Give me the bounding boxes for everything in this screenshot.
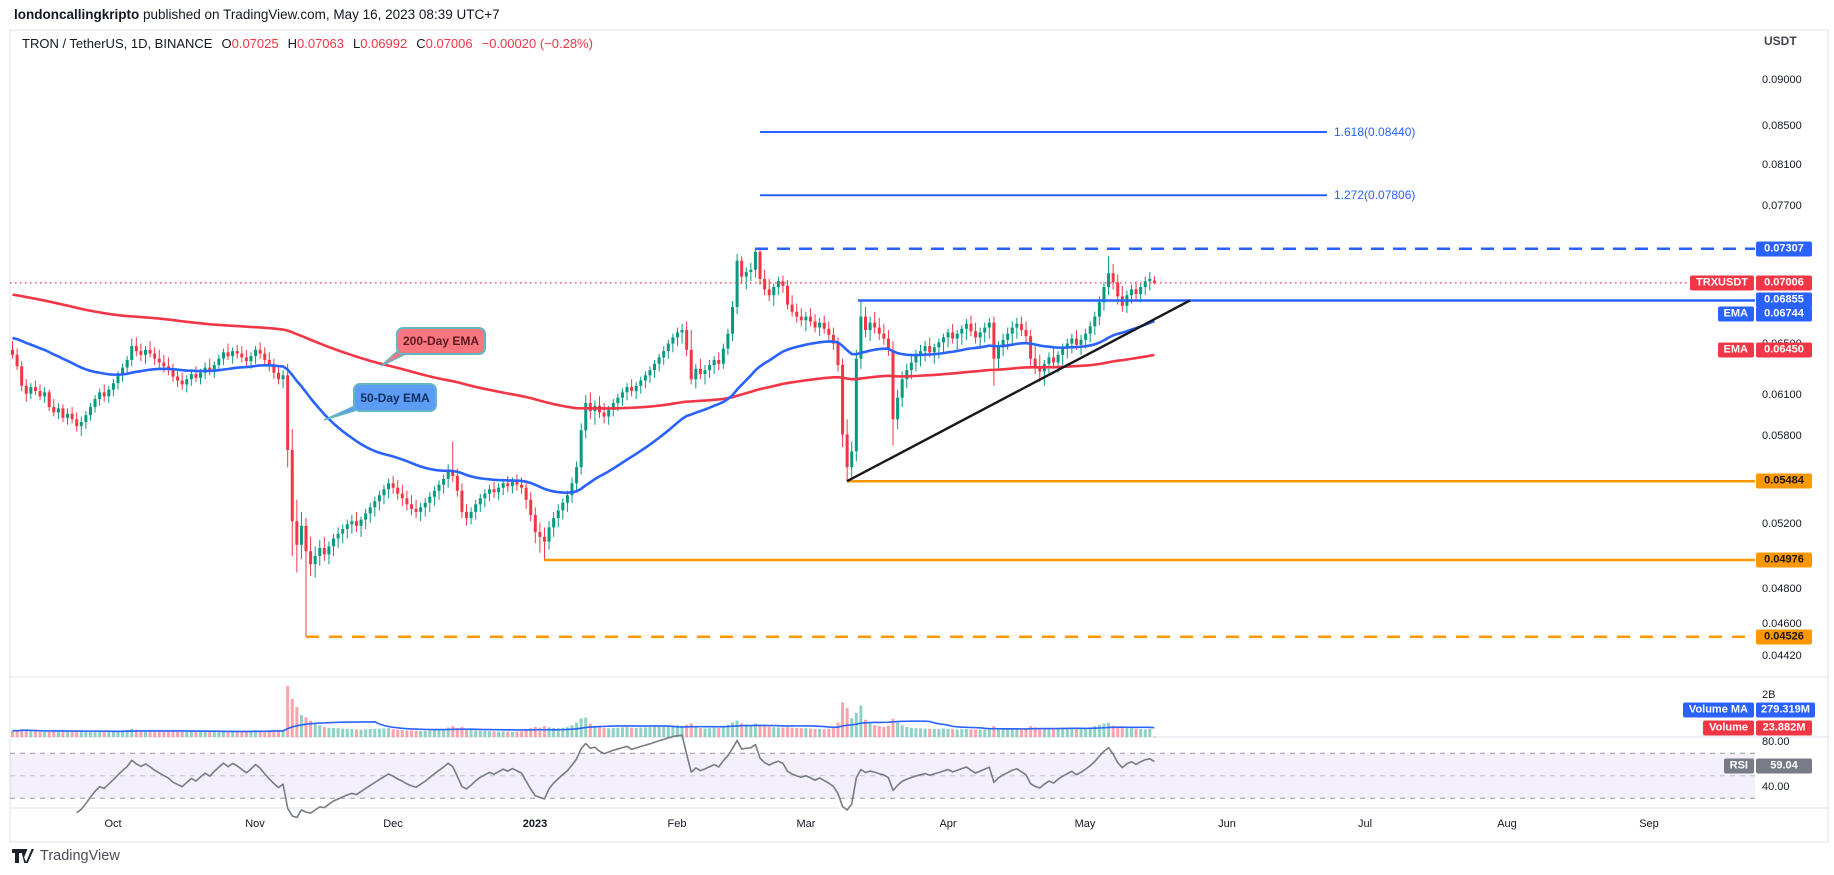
author-username[interactable]: londoncallingkripto [14,7,140,22]
price-tick-label: 0.08500 [1762,120,1802,133]
fib-level-label[interactable]: 1.618(0.08440) [1334,125,1416,140]
price-tick-label: 0.04800 [1762,583,1802,596]
ohlc-close: C0.07006 [416,36,473,51]
change-value: −0.00020 (−0.28%) [481,36,593,51]
ohlc-low: L0.06992 [353,36,408,51]
time-axis-label[interactable]: Sep [1639,818,1659,830]
price-tick-label: 0.08100 [1762,159,1802,172]
price-tick-label: 0.07700 [1762,200,1802,213]
ohlc-high: H0.07063 [287,36,344,51]
axis-tag-name[interactable]: Volume MA [1682,702,1754,718]
tradingview-logo[interactable]: TradingView [12,848,120,864]
time-axis-label[interactable]: Aug [1497,818,1517,830]
price-tick-label: 0.04600 [1762,617,1802,630]
indicator-tick-label: 2B [1762,689,1776,701]
axis-tag-value[interactable]: 0.05484 [1756,473,1812,489]
axis-tag-value[interactable]: 0.04526 [1756,629,1812,645]
time-axis-label[interactable]: Dec [383,818,403,830]
axis-tag-name[interactable]: Volume [1703,720,1754,736]
price-tick-label: 0.05200 [1762,518,1802,531]
axis-tag-value[interactable]: 279.319M [1756,702,1815,718]
indicator-tick-label: 80.00 [1762,736,1790,748]
time-axis-label[interactable]: 2023 [522,818,548,830]
axis-tag-value[interactable]: 0.06744 [1756,306,1812,322]
time-axis-label[interactable]: Apr [939,818,957,830]
price-tick-label: 0.09000 [1762,74,1802,86]
time-axis-label[interactable]: Feb [667,818,687,830]
indicator-tick-label: 40.00 [1762,781,1790,793]
price-tick-label: 0.04420 [1762,649,1802,662]
time-axis-label[interactable]: Mar [796,818,816,830]
axis-tag-value[interactable]: 0.04976 [1756,552,1812,568]
symbol-title[interactable]: TRON / TetherUS, 1D, BINANCE [22,36,213,51]
axis-tag-value[interactable]: 0.06855 [1756,292,1812,308]
ohlc-open: O0.07025 [221,36,279,51]
ema200-callout[interactable]: 200-Day EMA [396,327,486,355]
axis-tag-value[interactable]: 0.07006 [1756,275,1812,291]
axis-tag-value[interactable]: 23.882M [1756,720,1812,736]
price-axis-currency: USDT [1764,34,1797,48]
axis-tag-name[interactable]: EMA [1717,306,1754,322]
time-axis-label[interactable]: Oct [104,818,122,830]
axis-tag-value[interactable]: 0.06450 [1756,342,1812,358]
time-axis-label[interactable]: May [1074,818,1096,830]
price-tick-label: 0.05800 [1762,429,1802,442]
attribution-text: published on TradingView.com, May 16, 20… [139,7,500,22]
attribution-line: londoncallingkripto published on Trading… [14,7,500,22]
ema50-callout[interactable]: 50-Day EMA [353,383,437,412]
axis-tag-name[interactable]: RSI [1723,758,1754,774]
symbol-header: TRON / TetherUS, 1D, BINANCE O0.07025 H0… [22,36,593,51]
price-tick-label: 0.06100 [1762,388,1802,401]
axis-tag-name[interactable]: EMA [1717,342,1754,358]
fib-level-label[interactable]: 1.272(0.07806) [1334,188,1416,203]
tradingview-logo-text: TradingView [40,848,120,864]
axis-tag-value[interactable]: 59.04 [1756,758,1812,774]
tradingview-logo-icon [12,849,34,863]
axis-tag-name[interactable]: TRXUSDT [1690,275,1754,291]
axis-tag-value[interactable]: 0.07307 [1756,241,1812,257]
time-axis-label[interactable]: Nov [245,818,265,830]
time-axis-label[interactable]: Jul [1357,818,1373,830]
time-axis-label[interactable]: Jun [1218,818,1236,830]
